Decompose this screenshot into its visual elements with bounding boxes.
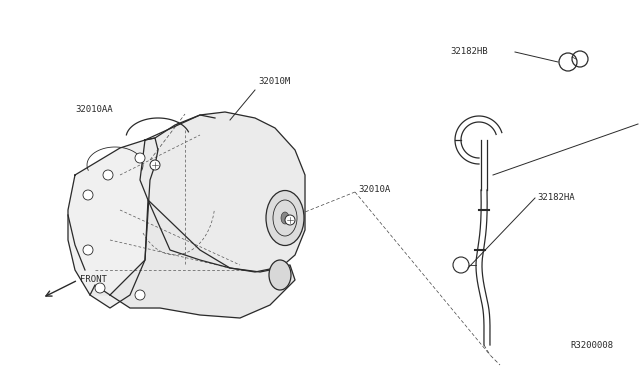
Text: 32010A: 32010A <box>358 186 390 195</box>
Circle shape <box>150 160 160 170</box>
Circle shape <box>135 290 145 300</box>
Circle shape <box>95 283 105 293</box>
Polygon shape <box>68 138 158 308</box>
Text: R3200008: R3200008 <box>570 340 613 350</box>
Circle shape <box>285 215 295 225</box>
Circle shape <box>103 170 113 180</box>
Ellipse shape <box>269 260 291 290</box>
Text: 32182HB: 32182HB <box>450 48 488 57</box>
Circle shape <box>135 153 145 163</box>
Polygon shape <box>140 112 305 272</box>
Circle shape <box>83 245 93 255</box>
Text: 32010AA: 32010AA <box>75 106 113 115</box>
Polygon shape <box>90 200 295 318</box>
Text: FRONT: FRONT <box>80 276 107 285</box>
Ellipse shape <box>266 190 304 246</box>
Ellipse shape <box>281 212 289 224</box>
Text: 32182HA: 32182HA <box>537 193 575 202</box>
Text: 32010M: 32010M <box>258 77 291 87</box>
Circle shape <box>83 190 93 200</box>
